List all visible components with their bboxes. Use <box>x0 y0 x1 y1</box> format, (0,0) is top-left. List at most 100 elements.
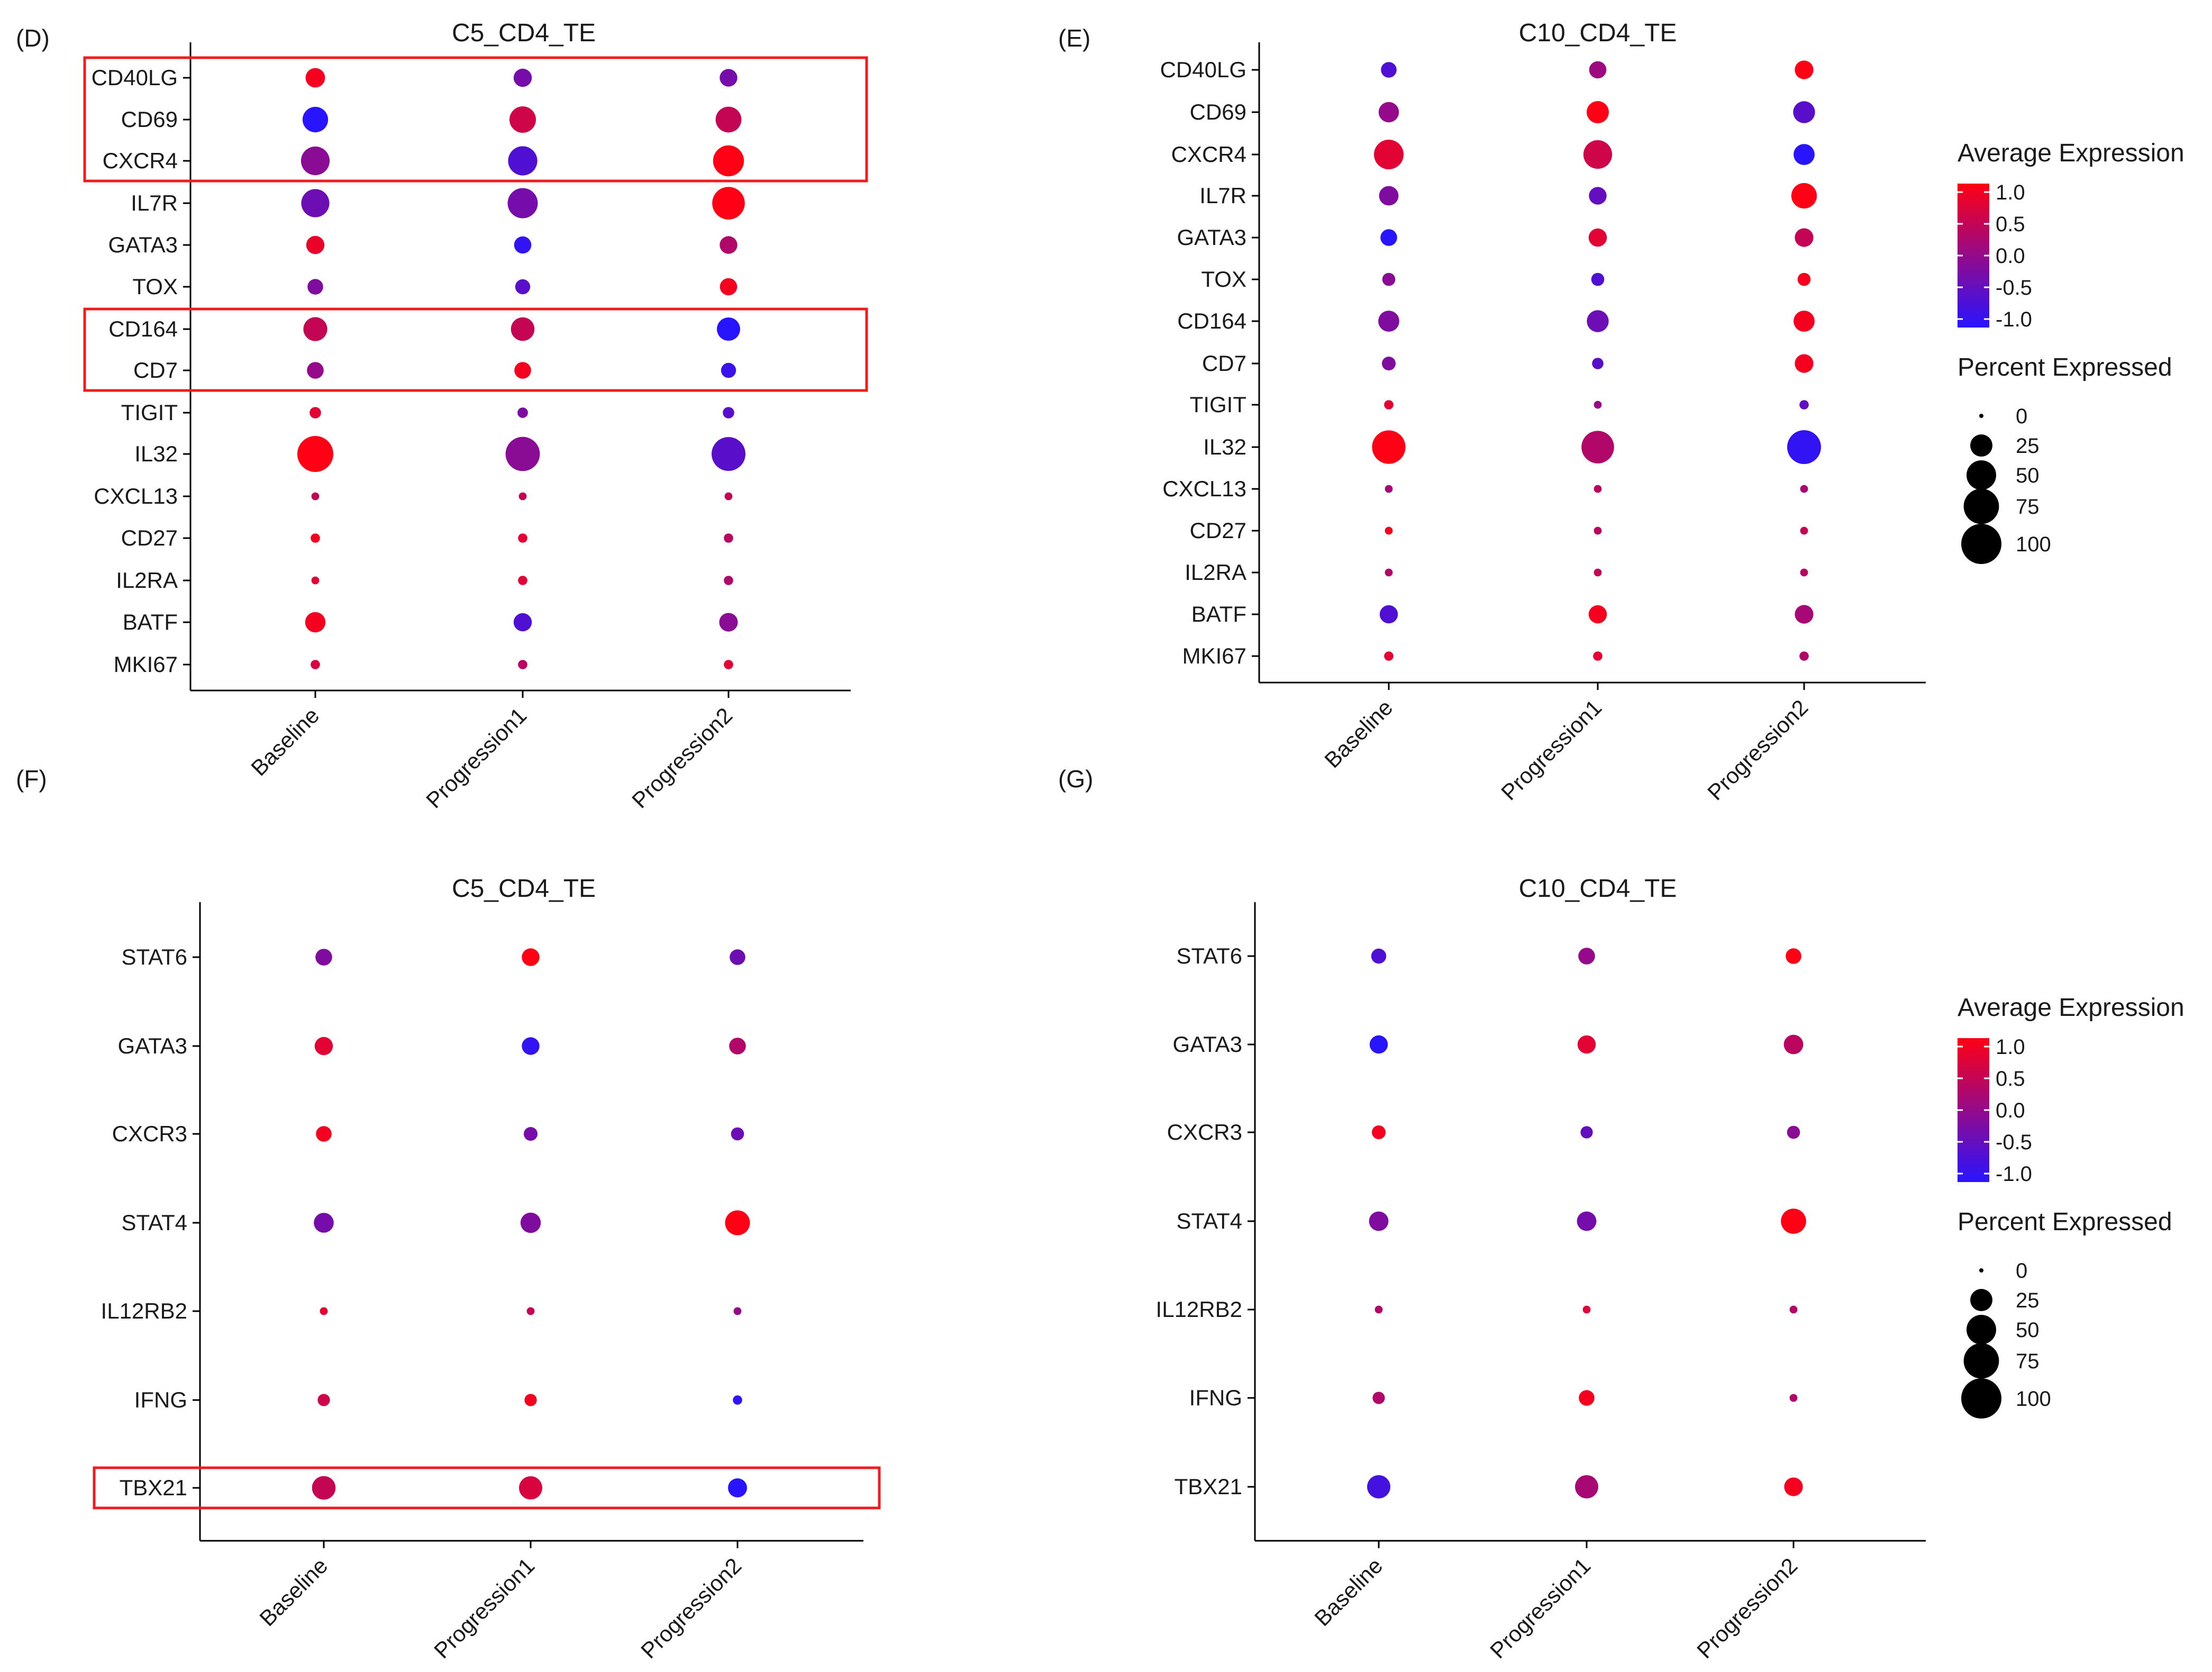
expression-dot <box>514 362 531 379</box>
expression-dot <box>520 1212 541 1233</box>
expression-dot <box>728 1478 747 1497</box>
highlight-box <box>93 1466 881 1510</box>
expression-dot <box>1795 60 1814 79</box>
size-legend-label: 0 <box>2016 1259 2027 1283</box>
size-legend-label: 50 <box>2016 464 2040 487</box>
expression-dot <box>721 362 736 378</box>
expression-dot <box>1589 187 1607 205</box>
color-legend-label: 0.5 <box>1996 213 2025 236</box>
gene-label: CD164 <box>1177 308 1246 333</box>
gene-label: STAT4 <box>122 1210 187 1235</box>
expression-dot <box>513 68 532 87</box>
gene-label: TIGIT <box>1190 392 1246 417</box>
expression-dot <box>1800 485 1808 493</box>
dotplot-panel: (F) C5_CD4_TE STAT6 GATA3 CXCR3 STAT4 IL12RB2 I… <box>16 765 881 1663</box>
expression-dot <box>1795 354 1814 373</box>
expression-dot <box>513 613 532 632</box>
expression-dot <box>1800 526 1808 535</box>
expression-dot <box>1384 651 1394 661</box>
size-legend-dot <box>1963 488 1999 524</box>
size-legend-label: 25 <box>2016 434 2040 458</box>
gene-label: BATF <box>1191 602 1246 626</box>
expression-dot <box>1580 1126 1593 1139</box>
expression-dot <box>505 437 540 471</box>
gene-label: IL32 <box>134 441 178 466</box>
expression-dot <box>307 279 323 295</box>
expression-dot <box>1594 401 1602 409</box>
expression-dot <box>519 1476 542 1500</box>
expression-dot <box>303 317 327 341</box>
size-legend-dot <box>1979 414 1983 418</box>
expression-dot <box>1795 228 1814 247</box>
expression-dot <box>1791 183 1817 209</box>
gene-label: IL12RB2 <box>101 1298 187 1323</box>
expression-dot <box>320 1307 328 1315</box>
size-legend-dot <box>1963 1343 1999 1379</box>
size-legend-dot <box>1979 1268 1983 1273</box>
size-legend-dot <box>1967 460 1996 490</box>
panel-label: (G) <box>1058 765 1093 793</box>
expression-dot <box>1579 1390 1595 1406</box>
gene-label: CD40LG <box>92 65 178 90</box>
gene-label: IL7R <box>1199 183 1246 208</box>
color-legend-label: -0.5 <box>1996 276 2032 299</box>
gene-label: CXCR4 <box>1171 142 1246 167</box>
expression-dot <box>306 235 325 255</box>
expression-dot <box>1583 140 1613 169</box>
expression-dot <box>524 1127 538 1141</box>
panel-title: C5_CD4_TE <box>452 19 596 47</box>
expression-dot <box>1794 144 1815 165</box>
size-legend-dot <box>1961 524 2001 564</box>
expression-dot <box>1800 568 1808 577</box>
expression-dot <box>717 317 740 341</box>
gene-label: IL12RB2 <box>1156 1297 1242 1322</box>
panel-label: (E) <box>1058 24 1090 52</box>
size-legend-label: 75 <box>2016 1350 2040 1373</box>
gene-label: CXCL13 <box>94 484 178 508</box>
size-legend-dot <box>1967 1315 1996 1344</box>
group-label: Progression2 <box>636 1553 746 1663</box>
expression-dot <box>1369 1035 1388 1054</box>
size-legend-dot <box>1970 434 1992 457</box>
expression-dot <box>725 1210 750 1235</box>
expression-dot <box>1577 1035 1596 1054</box>
gene-label: GATA3 <box>1173 1032 1242 1057</box>
expression-dot <box>730 949 745 965</box>
expression-dot <box>729 1038 746 1055</box>
size-legend-label: 0 <box>2016 405 2027 428</box>
expression-dot <box>1379 186 1399 206</box>
expression-dot <box>1378 102 1399 123</box>
size-legend-label: 25 <box>2016 1289 2040 1312</box>
group-label: Baseline <box>254 1553 332 1631</box>
expression-dot <box>315 949 332 966</box>
group-label: Baseline <box>246 703 324 780</box>
color-legend-label: 0.0 <box>1996 1099 2025 1122</box>
expression-dot <box>307 362 324 379</box>
expression-dot <box>522 948 540 966</box>
group-label: Progression1 <box>1485 1553 1595 1663</box>
expression-dot <box>1789 1394 1798 1402</box>
gene-label: IFNG <box>1189 1385 1242 1410</box>
color-legend-label: -1.0 <box>1996 308 2032 331</box>
panel-title: C10_CD4_TE <box>1519 19 1677 47</box>
expression-dot <box>515 279 531 295</box>
panel-title: C10_CD4_TE <box>1519 875 1677 903</box>
gene-label: IL32 <box>1203 434 1246 459</box>
gene-label: STAT6 <box>1177 943 1242 968</box>
size-legend-label: 50 <box>2016 1319 2040 1342</box>
color-legend-label: -1.0 <box>1996 1162 2032 1186</box>
expression-dot <box>301 146 330 176</box>
group-label: Baseline <box>1309 1553 1387 1631</box>
expression-dot <box>518 576 527 585</box>
expression-dot <box>1385 485 1393 493</box>
expression-dot <box>301 189 330 217</box>
expression-dot <box>317 1394 330 1406</box>
expression-dot <box>1385 568 1393 577</box>
gene-label: IL2RA <box>1185 560 1246 585</box>
highlight-box <box>83 56 868 183</box>
expression-dot <box>1378 311 1399 332</box>
highlight-box <box>83 307 868 392</box>
size-legend-dot <box>1970 1289 1992 1311</box>
size-legend-label: 75 <box>2016 495 2040 519</box>
gene-label: CD27 <box>121 525 178 550</box>
